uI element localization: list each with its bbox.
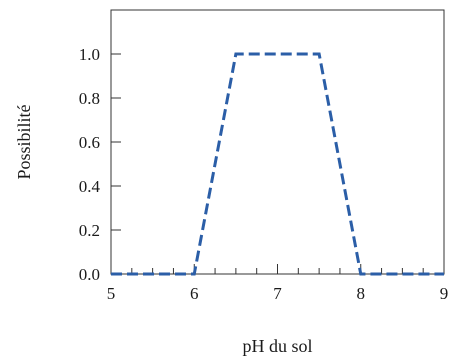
x-tick-label: 9	[440, 284, 449, 303]
y-axis-label: Possibilité	[14, 104, 34, 179]
x-axis-label: pH du sol	[242, 336, 312, 356]
x-tick-label: 8	[357, 284, 366, 303]
y-tick-label: 0.6	[79, 133, 100, 152]
y-tick-label: 0.8	[79, 89, 100, 108]
y-tick-label: 0.2	[79, 221, 100, 240]
y-tick-label: 1.0	[79, 45, 100, 64]
series-layer	[111, 52, 444, 276]
x-tick-label: 6	[190, 284, 199, 303]
y-axis-ticks: 0.0 0.2 0.4 0.6 0.8 1.0	[79, 45, 121, 284]
y-tick-label: 0.0	[79, 265, 100, 284]
x-axis-ticks: 5 6 7 8 9	[107, 264, 449, 303]
x-tick-label: 7	[273, 284, 282, 303]
plot-area-frame	[110, 9, 445, 275]
y-tick-label: 0.4	[79, 177, 101, 196]
x-tick-label: 5	[107, 284, 116, 303]
possibility-series-line	[111, 52, 444, 276]
